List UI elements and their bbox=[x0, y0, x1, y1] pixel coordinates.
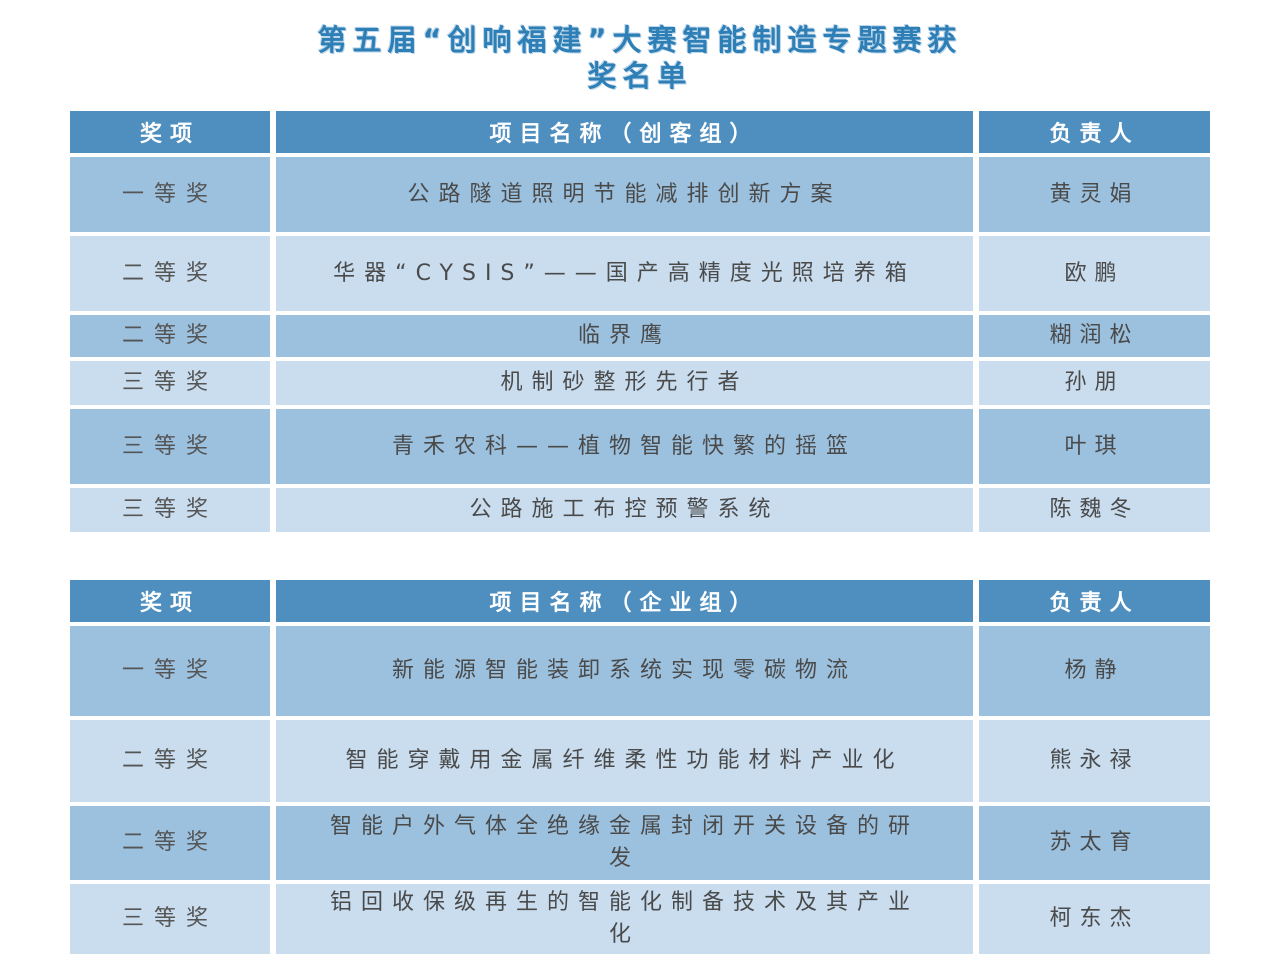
project-cell: 青禾农科——植物智能快繁的摇篮 bbox=[276, 409, 973, 484]
page-title: 第五届“创响福建”大赛智能制造专题赛获 奖名单 bbox=[0, 22, 1280, 94]
award-cell: 三等奖 bbox=[70, 409, 270, 484]
table-row: 三等奖 公路施工布控预警系统 陈魏冬 bbox=[70, 488, 1210, 532]
person-cell: 欧鹏 bbox=[979, 236, 1210, 311]
project-cell: 智能穿戴用金属纤维柔性功能材料产业化 bbox=[276, 720, 973, 802]
header-person: 负责人 bbox=[979, 580, 1210, 622]
project-cell: 新能源智能装卸系统实现零碳物流 bbox=[276, 626, 973, 716]
person-cell: 孙朋 bbox=[979, 361, 1210, 405]
award-cell: 一等奖 bbox=[70, 626, 270, 716]
table-header-row: 奖项 项目名称（企业组） 负责人 bbox=[70, 580, 1210, 622]
project-cell: 铝回收保级再生的智能化制备技术及其产业化 bbox=[276, 884, 973, 954]
header-award: 奖项 bbox=[70, 580, 270, 622]
project-cell: 临界鹰 bbox=[276, 315, 973, 357]
project-cell: 智能户外气体全绝缘金属封闭开关设备的研发 bbox=[276, 806, 973, 880]
header-person: 负责人 bbox=[979, 111, 1210, 153]
person-cell: 熊永禄 bbox=[979, 720, 1210, 802]
award-cell: 三等奖 bbox=[70, 488, 270, 532]
table-row: 三等奖 铝回收保级再生的智能化制备技术及其产业化 柯东杰 bbox=[70, 884, 1210, 954]
award-cell: 二等奖 bbox=[70, 315, 270, 357]
person-cell: 柯东杰 bbox=[979, 884, 1210, 954]
header-project: 项目名称（创客组） bbox=[276, 111, 973, 153]
person-cell: 叶琪 bbox=[979, 409, 1210, 484]
table-row: 三等奖 青禾农科——植物智能快繁的摇篮 叶琪 bbox=[70, 409, 1210, 484]
table-header-row: 奖项 项目名称（创客组） 负责人 bbox=[70, 111, 1210, 153]
project-cell: 华器“CYSIS”——国产高精度光照培养箱 bbox=[276, 236, 973, 311]
project-cell: 公路隧道照明节能减排创新方案 bbox=[276, 157, 973, 232]
award-cell: 一等奖 bbox=[70, 157, 270, 232]
award-cell: 二等奖 bbox=[70, 720, 270, 802]
table-row: 二等奖 临界鹰 糊润松 bbox=[70, 315, 1210, 357]
table-row: 一等奖 公路隧道照明节能减排创新方案 黄灵娟 bbox=[70, 157, 1210, 232]
maker-group-table: 奖项 项目名称（创客组） 负责人 一等奖 公路隧道照明节能减排创新方案 黄灵娟 … bbox=[64, 107, 1216, 536]
award-cell: 三等奖 bbox=[70, 884, 270, 954]
table-row: 三等奖 机制砂整形先行者 孙朋 bbox=[70, 361, 1210, 405]
person-cell: 杨静 bbox=[979, 626, 1210, 716]
award-cell: 二等奖 bbox=[70, 806, 270, 880]
enterprise-group-table: 奖项 项目名称（企业组） 负责人 一等奖 新能源智能装卸系统实现零碳物流 杨静 … bbox=[64, 576, 1216, 958]
table-row: 一等奖 新能源智能装卸系统实现零碳物流 杨静 bbox=[70, 626, 1210, 716]
table-row: 二等奖 智能户外气体全绝缘金属封闭开关设备的研发 苏太育 bbox=[70, 806, 1210, 880]
table-row: 二等奖 智能穿戴用金属纤维柔性功能材料产业化 熊永禄 bbox=[70, 720, 1210, 802]
project-cell: 机制砂整形先行者 bbox=[276, 361, 973, 405]
person-cell: 糊润松 bbox=[979, 315, 1210, 357]
title-line-2: 奖名单 bbox=[587, 59, 693, 93]
award-cell: 二等奖 bbox=[70, 236, 270, 311]
header-award: 奖项 bbox=[70, 111, 270, 153]
person-cell: 苏太育 bbox=[979, 806, 1210, 880]
person-cell: 黄灵娟 bbox=[979, 157, 1210, 232]
header-project: 项目名称（企业组） bbox=[276, 580, 973, 622]
title-line-1: 第五届“创响福建”大赛智能制造专题赛获 bbox=[317, 23, 963, 57]
person-cell: 陈魏冬 bbox=[979, 488, 1210, 532]
table-row: 二等奖 华器“CYSIS”——国产高精度光照培养箱 欧鹏 bbox=[70, 236, 1210, 311]
project-cell: 公路施工布控预警系统 bbox=[276, 488, 973, 532]
award-cell: 三等奖 bbox=[70, 361, 270, 405]
